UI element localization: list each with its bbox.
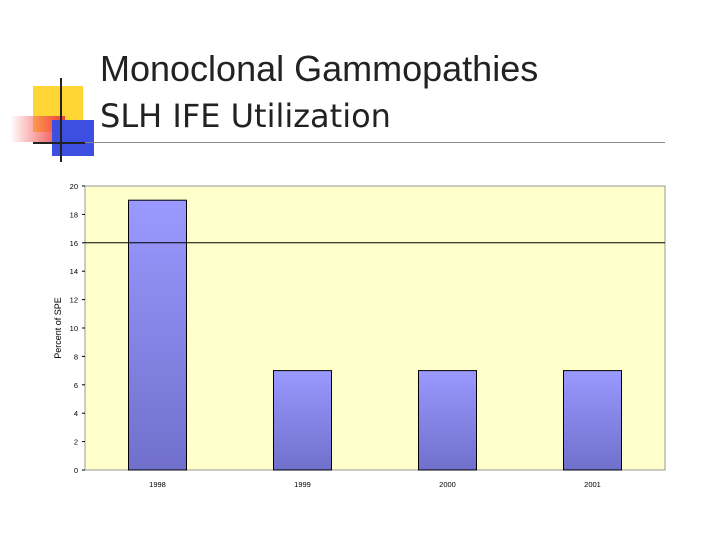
x-tick-label: 1998 bbox=[149, 480, 166, 489]
y-tick-label: 0 bbox=[74, 466, 78, 475]
y-axis-label: Percent of SPE bbox=[53, 297, 63, 359]
title-underline bbox=[85, 142, 665, 143]
slide-title: Monoclonal Gammopathies bbox=[100, 48, 539, 89]
ornament-vertical-line bbox=[60, 78, 62, 162]
bar-1999 bbox=[273, 370, 332, 471]
bar-1998 bbox=[128, 199, 187, 471]
bar-2001 bbox=[563, 370, 622, 471]
x-tick-label: 2001 bbox=[584, 480, 601, 489]
y-tick-label: 12 bbox=[70, 296, 78, 305]
bar-2000 bbox=[418, 370, 477, 471]
y-tick-label: 2 bbox=[74, 438, 78, 447]
ornament-horizontal-line bbox=[33, 142, 85, 144]
y-tick-label: 6 bbox=[74, 381, 78, 390]
y-tick-label: 20 bbox=[70, 182, 78, 191]
x-axis: 1998 1999 2000 2001 bbox=[149, 480, 601, 489]
y-axis: 0 2 4 6 8 10 12 14 16 18 20 bbox=[70, 182, 85, 475]
ornament-blue-square bbox=[52, 120, 94, 156]
y-tick-label: 10 bbox=[70, 324, 78, 333]
y-tick-label: 4 bbox=[74, 409, 78, 418]
y-tick-label: 18 bbox=[70, 210, 78, 219]
x-tick-label: 2000 bbox=[439, 480, 456, 489]
bars bbox=[128, 199, 622, 471]
y-tick-label: 16 bbox=[70, 239, 78, 248]
y-tick-label: 8 bbox=[74, 352, 78, 361]
slide-subtitle: SLH IFE Utilization bbox=[100, 97, 391, 135]
y-tick-label: 14 bbox=[70, 267, 78, 276]
x-tick-label: 1999 bbox=[294, 480, 311, 489]
